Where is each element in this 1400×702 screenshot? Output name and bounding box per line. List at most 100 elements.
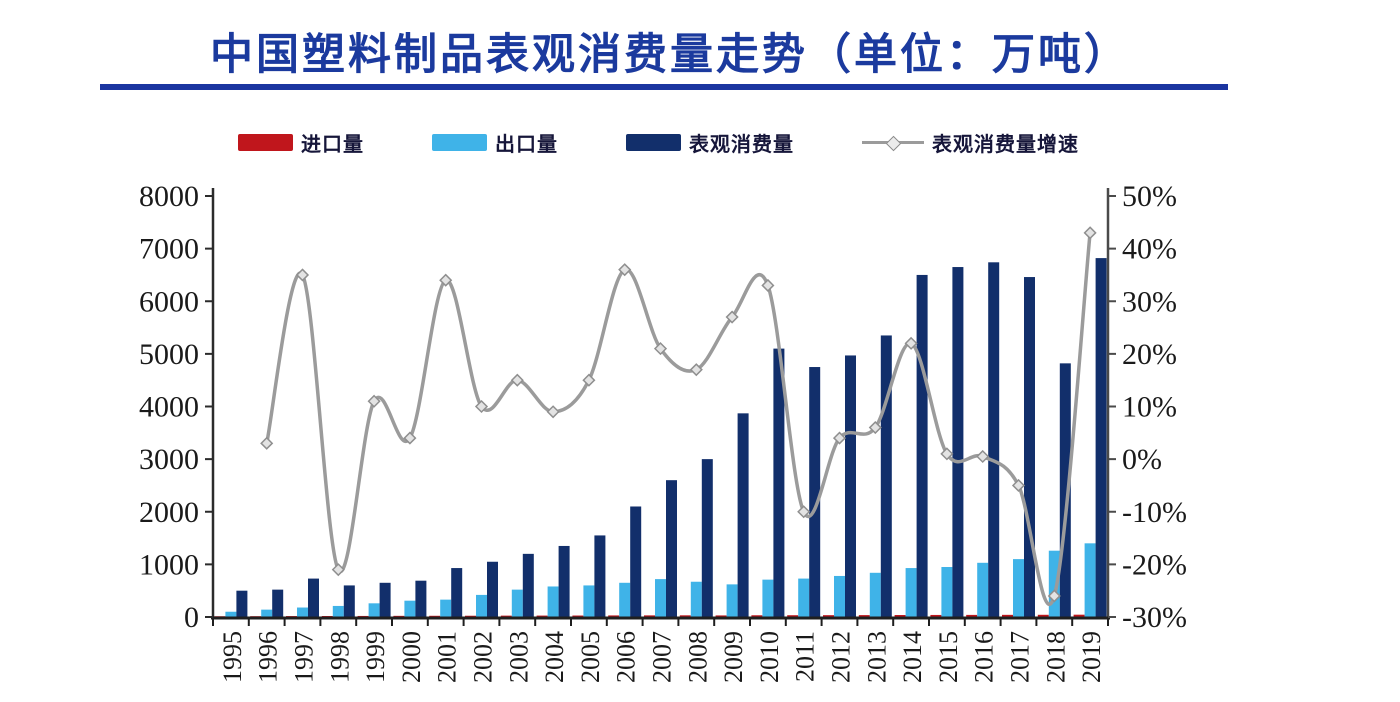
bar-import-2009	[715, 615, 727, 617]
x-tick-label: 2019	[1077, 631, 1106, 683]
bar-export-2003	[511, 589, 523, 617]
right-tick-label: 40%	[1122, 233, 1177, 266]
x-tick-label: 2018	[1041, 631, 1070, 683]
x-tick-label: 2003	[504, 631, 533, 683]
x-tick-label: 2004	[540, 631, 569, 683]
growth-marker-2002	[474, 399, 489, 414]
right-tick-label: 50%	[1122, 180, 1177, 213]
x-tick-label: 2012	[827, 631, 856, 683]
left-tick-label: 8000	[139, 180, 199, 213]
growth-marker-2016	[976, 449, 990, 464]
bar-consumption-2011	[809, 367, 821, 617]
x-tick-label: 2011	[791, 631, 820, 682]
bar-export-2015	[941, 567, 953, 617]
x-tick-label: 2007	[648, 631, 677, 683]
growth-marker-1997	[295, 268, 310, 282]
x-tick-label: 2002	[469, 631, 498, 683]
bar-import-2011	[787, 615, 799, 617]
legend-item-consumption: 表观消费量	[626, 128, 794, 157]
bar-import-2012	[823, 615, 834, 617]
x-tick-label: 2017	[1006, 631, 1035, 683]
x-tick-label: 1999	[361, 631, 390, 683]
bar-import-2007	[644, 615, 655, 617]
bar-import-2019	[1073, 614, 1085, 617]
bar-import-2005	[572, 615, 584, 617]
growth-marker-1998	[331, 563, 345, 577]
x-tick-label: 2015	[934, 631, 963, 683]
legend-label-import: 进口量	[301, 134, 364, 156]
bar-export-2002	[476, 594, 487, 617]
x-tick-label: 2010	[755, 631, 784, 683]
bar-import-2016	[966, 614, 978, 617]
bar-import-2008	[679, 615, 691, 617]
bar-import-2001	[429, 615, 441, 617]
right-tick-label: 30%	[1122, 285, 1177, 318]
bar-export-2016	[977, 562, 989, 617]
growth-marker-2018	[1047, 589, 1061, 603]
growth-marker-2015	[940, 447, 954, 461]
legend-item-export: 出口量	[432, 128, 558, 157]
bar-consumption-2002	[487, 561, 498, 617]
bar-consumption-2007	[666, 480, 677, 617]
bar-import-2006	[608, 615, 620, 617]
bar-consumption-1995	[236, 590, 248, 617]
bar-consumption-2019	[1095, 258, 1107, 617]
bar-import-2002	[465, 615, 476, 617]
bar-export-1998	[332, 605, 344, 617]
bar-export-2006	[619, 582, 631, 617]
x-tick-label: 2006	[612, 631, 641, 683]
bar-consumption-2016	[988, 262, 1000, 617]
growth-marker-2005	[582, 373, 596, 387]
growth-marker-2012	[832, 431, 847, 445]
export-swatch	[432, 134, 487, 151]
bar-consumption-2013	[880, 335, 892, 617]
bar-consumption-2005	[594, 535, 606, 617]
bar-consumption-1998	[343, 585, 355, 617]
growth-marker-2019	[1083, 226, 1097, 240]
chart-legend: 进口量 出口量 表观消费量 表观消费量增速	[238, 128, 1079, 157]
bar-consumption-2012	[845, 355, 856, 617]
left-tick-label: 3000	[139, 443, 199, 476]
bar-consumption-2014	[916, 274, 928, 617]
bar-export-2010	[762, 579, 774, 617]
bar-consumption-2009	[737, 413, 749, 617]
bar-import-2017	[1002, 614, 1013, 617]
bar-import-2003	[500, 615, 512, 617]
legend-label-growth: 表观消费量增速	[932, 134, 1079, 156]
bar-export-2011	[798, 578, 810, 617]
growth-marker-2008	[689, 363, 703, 377]
left-tick-label: 7000	[139, 233, 199, 266]
x-tick-label: 2014	[898, 631, 927, 683]
growth-marker-2010	[761, 278, 775, 293]
growth-marker-2006	[618, 263, 632, 277]
growth-marker-2003	[510, 373, 524, 387]
right-tick-label: -30%	[1122, 601, 1187, 634]
bar-import-2015	[930, 614, 942, 617]
x-tick-label: 1997	[290, 631, 319, 683]
legend-label-export: 出口量	[495, 134, 558, 156]
growth-marker-2011	[797, 505, 811, 519]
bar-consumption-2006	[630, 506, 642, 617]
legend-item-import: 进口量	[238, 128, 364, 157]
legend-label-consumption: 表观消费量	[689, 134, 794, 156]
x-tick-label: 2013	[862, 631, 891, 683]
growth-marker-2001	[439, 273, 453, 287]
bar-consumption-2017	[1024, 277, 1035, 617]
import-swatch	[238, 134, 293, 151]
bar-export-1996	[261, 609, 273, 617]
bar-consumption-2003	[522, 553, 534, 617]
x-tick-label: 2001	[433, 631, 462, 683]
growth-marker-2000	[403, 431, 417, 445]
growth-marker-1996	[260, 436, 274, 450]
right-tick-label: -20%	[1122, 548, 1187, 581]
bar-consumption-2004	[558, 545, 570, 617]
growth-marker-2013	[868, 420, 882, 435]
bar-export-2014	[905, 568, 917, 617]
bar-export-2000	[404, 600, 416, 617]
bar-import-2000	[393, 615, 405, 617]
legend-item-growth: 表观消费量增速	[862, 128, 1079, 157]
x-tick-label: 2009	[719, 631, 748, 683]
x-tick-label: 2000	[397, 631, 426, 683]
bar-export-2001	[440, 599, 452, 617]
bar-export-1999	[368, 603, 380, 617]
